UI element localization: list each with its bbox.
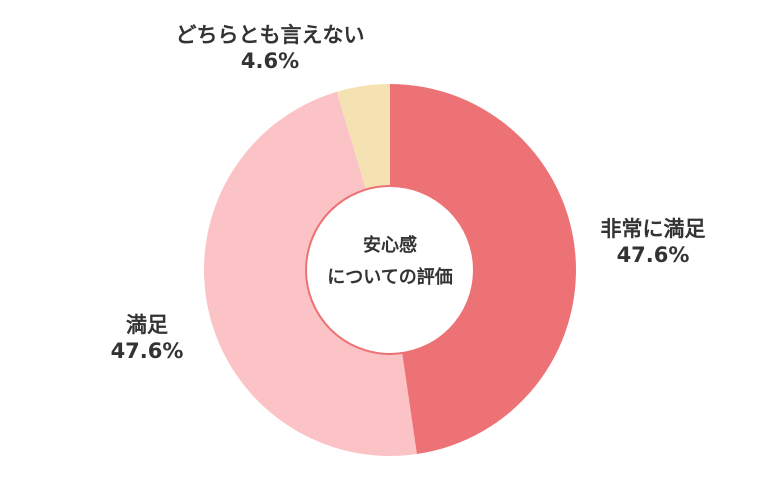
label-very-satisfied-value: 47.6% [616, 243, 690, 267]
center-disc [312, 192, 468, 348]
slice-neutral [336, 84, 390, 190]
label-satisfied: 満足 47.6% [92, 312, 202, 364]
center-label-line-1: 安心感 [363, 235, 417, 256]
label-neutral: どちらとも言えない 4.6% [140, 22, 400, 74]
center-label-line-2: についての評価 [327, 267, 453, 288]
slice-satisfied [203, 91, 417, 457]
label-very-satisfied-name: 非常に満足 [600, 217, 706, 241]
label-satisfied-name: 満足 [126, 313, 168, 337]
label-satisfied-value: 47.6% [110, 339, 184, 363]
label-very-satisfied: 非常に満足 47.6% [588, 216, 718, 268]
center-label: 安心感 についての評価 [310, 230, 470, 294]
label-neutral-value: 4.6% [240, 49, 300, 73]
slice-very-satisfied [390, 84, 576, 455]
label-neutral-name: どちらとも言えない [175, 23, 365, 47]
